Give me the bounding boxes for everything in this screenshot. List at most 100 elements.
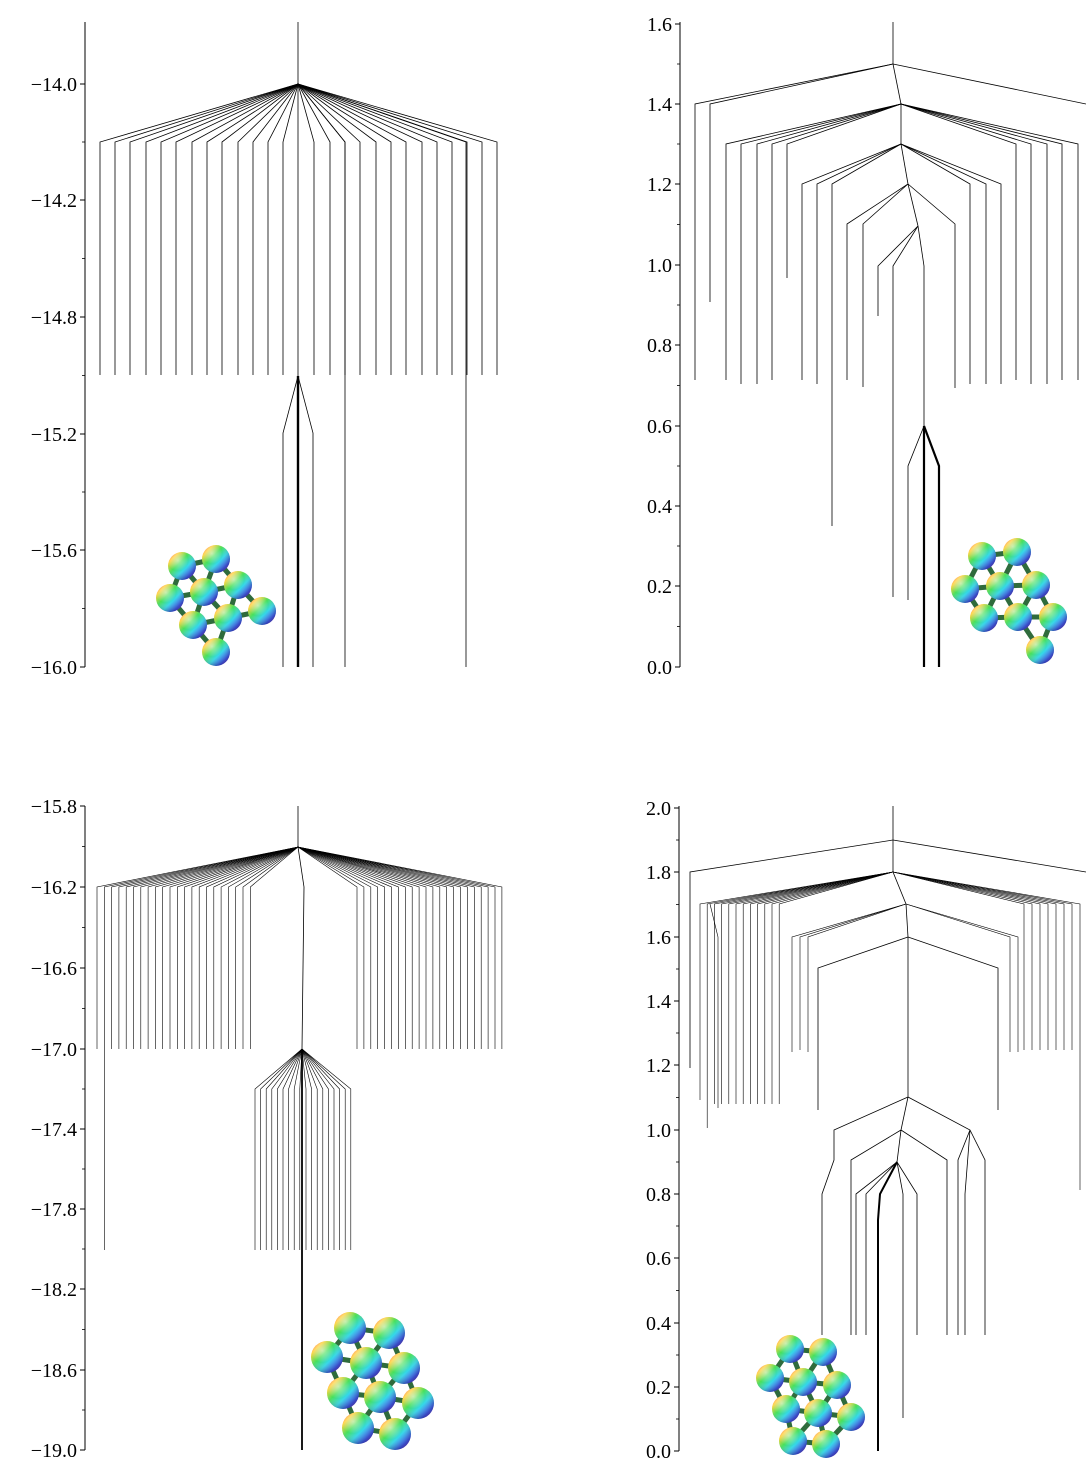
cluster-atom-shade [342, 1412, 374, 1444]
branch-line [147, 846, 299, 1049]
cluster-atom-shade [809, 1338, 837, 1366]
y-tick-label: −14.8 [31, 307, 77, 329]
branch-line [892, 871, 1041, 1050]
branch-line [297, 846, 489, 1049]
branch-line [265, 1048, 303, 1250]
branch-line [301, 1048, 307, 1250]
branch-line [297, 846, 413, 1049]
cluster-atom-shade [804, 1399, 832, 1427]
cluster-atom-shade [224, 571, 252, 599]
branch-line [801, 143, 902, 380]
branch-line [184, 846, 299, 1049]
branch-line [900, 103, 1079, 380]
y-tick-label: −19.0 [31, 1440, 77, 1462]
branch-line [855, 1161, 898, 1335]
branch-line [865, 1161, 898, 1335]
branch-line [750, 871, 894, 1104]
branch-line [297, 83, 315, 375]
branch-line [297, 83, 423, 375]
branch-line [297, 846, 385, 1049]
branch-line [900, 1129, 948, 1335]
branch-line [297, 846, 420, 1049]
branch-line [252, 83, 299, 375]
branch-line [892, 63, 902, 105]
branch-line [297, 83, 407, 375]
branch-line [725, 103, 902, 380]
y-tick-label: −14.2 [31, 190, 77, 212]
branch-line [267, 83, 299, 375]
branch-line [735, 871, 894, 1104]
branch-line [297, 846, 475, 1049]
branch-line [917, 225, 925, 267]
branch-line [301, 1048, 340, 1250]
branch-line [297, 846, 461, 1049]
branch-line [282, 83, 299, 375]
branch-line [297, 83, 468, 375]
branch-line [297, 83, 438, 375]
cluster-atom-shade [951, 575, 979, 603]
branch-line [900, 143, 971, 384]
y-tick-label: −16.6 [31, 958, 77, 980]
y-tick-label: −15.8 [31, 796, 77, 818]
branch-line [892, 871, 1025, 1050]
y-tick-label: 2.0 [646, 798, 671, 820]
branch-line [133, 846, 299, 1049]
branch-line [297, 83, 453, 375]
branch-line [297, 83, 331, 375]
branch-line [892, 871, 1073, 1050]
branch-line [301, 1048, 324, 1250]
branch-line [297, 375, 314, 667]
cluster-atom-shade [214, 604, 242, 632]
branch-line [907, 183, 956, 388]
branch-line [206, 83, 299, 375]
cluster-atom-shade [772, 1395, 800, 1423]
branch-line [301, 1048, 318, 1250]
y-tick-label: 0.4 [646, 1313, 671, 1335]
cluster-atom-shade [779, 1427, 807, 1455]
branch-line [297, 83, 361, 375]
branch-line [129, 83, 299, 375]
cluster-atom-shade [776, 1335, 804, 1363]
branch-line [728, 871, 894, 1104]
branch-line [900, 143, 987, 384]
branch-line [850, 1129, 902, 1335]
branch-line [771, 871, 894, 1104]
branch-line [297, 846, 399, 1049]
cluster-atom-shade [373, 1317, 405, 1349]
cluster-atom-shade [379, 1418, 411, 1450]
cluster-atom-shade [968, 542, 996, 570]
cluster-atom-shade [986, 572, 1014, 600]
branch-line [817, 936, 909, 1110]
branch-line [900, 143, 909, 185]
branch-line [301, 1048, 329, 1250]
branch-line [228, 846, 299, 1049]
branch-line [297, 846, 392, 1049]
y-tick-label: 1.4 [647, 94, 672, 116]
branch-line [756, 103, 902, 384]
y-tick-label: 0.6 [647, 416, 672, 438]
branch-line [96, 846, 299, 1049]
branch-line [771, 103, 902, 380]
branch-line [900, 103, 1032, 384]
branch-line [260, 1048, 303, 1250]
cluster-atom-shade [789, 1368, 817, 1396]
cluster-atom-shade [1026, 636, 1054, 664]
branch-line [900, 143, 1002, 384]
branch-line [799, 903, 907, 1050]
branch-line [764, 871, 894, 1104]
branch-line [892, 871, 1057, 1050]
branch-line [282, 375, 299, 667]
cluster-atom-shade [1004, 603, 1032, 631]
branch-line [99, 83, 299, 375]
branch-line [862, 183, 909, 387]
branch-line [104, 846, 299, 1250]
cluster-image [311, 1312, 434, 1450]
y-tick-label: 1.4 [646, 991, 671, 1013]
branch-line [293, 1048, 303, 1250]
cluster-atom-shade [202, 545, 230, 573]
branch-line [111, 846, 299, 1049]
branch-line [740, 103, 902, 384]
branch-line [900, 103, 1048, 384]
branch-line [892, 839, 1086, 873]
